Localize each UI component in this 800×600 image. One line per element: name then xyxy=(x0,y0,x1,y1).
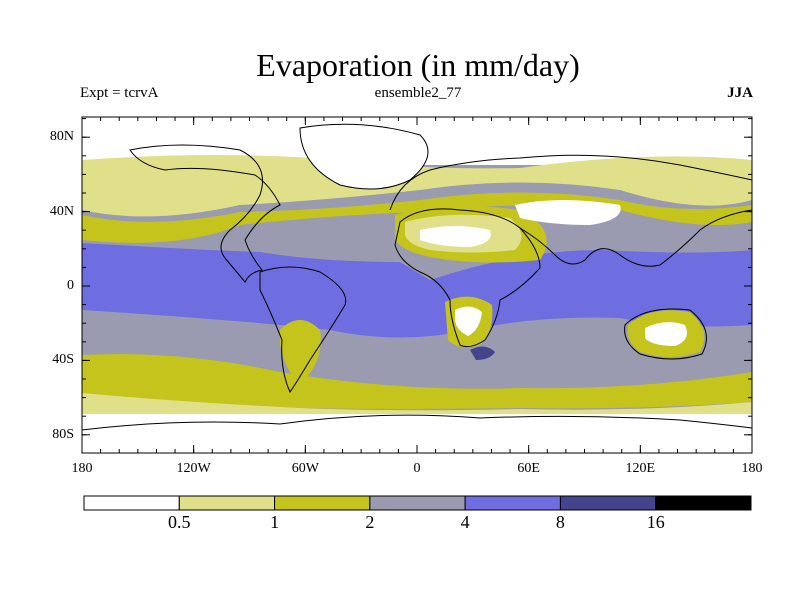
y-tick-label: 40S xyxy=(52,352,74,368)
colorbar-level-label: 2 xyxy=(365,512,375,532)
field-tropical-blue-band xyxy=(82,243,752,338)
ensemble-label: ensemble2_77 xyxy=(374,85,462,101)
y-tick-label: 40N xyxy=(49,203,74,219)
y-tick-label: 80S xyxy=(52,426,74,442)
colorbar-level-label: 0.5 xyxy=(168,512,191,532)
x-tick-label: 0 xyxy=(413,461,421,476)
colorbar-level-label: 1 xyxy=(270,512,280,532)
field-greenland-white xyxy=(300,124,428,189)
colorbar-swatch xyxy=(369,495,466,511)
coast-europe-asia xyxy=(389,154,753,267)
colorbar-swatch xyxy=(274,495,371,511)
y-tick-label: 0 xyxy=(67,278,74,293)
x-tick-label: 60E xyxy=(517,461,540,476)
x-tick-label: 120W xyxy=(176,461,211,476)
x-tick-label: 180 xyxy=(71,461,93,476)
chart-title: Evaporation (in mm/day) xyxy=(256,47,580,83)
axis-ticks xyxy=(81,117,753,453)
x-tick-label: 60W xyxy=(291,461,319,476)
x-tick-label: 120E xyxy=(625,461,656,476)
coast-north-america xyxy=(129,144,281,283)
field-australia-white xyxy=(645,322,688,346)
season-label: JJA xyxy=(727,85,753,101)
field-sahara-white xyxy=(420,226,491,247)
field-south-olive-band xyxy=(82,354,752,409)
colorbar-level-label: 4 xyxy=(460,512,470,532)
colorbar-level-label: 16 xyxy=(646,512,665,532)
field-southern-africa-white xyxy=(455,306,482,336)
field-south-america-olive xyxy=(280,320,321,385)
field-central-asia-white xyxy=(515,200,621,225)
field-dark-blue-patch xyxy=(470,346,495,360)
colorbar-swatch xyxy=(178,495,276,511)
colorbar-swatch xyxy=(83,495,180,511)
y-tick-label: 80N xyxy=(49,129,74,145)
colorbar-swatch xyxy=(464,495,561,511)
coastlines xyxy=(81,123,753,431)
experiment-label: Expt = tcrvA xyxy=(80,85,159,101)
colorbar xyxy=(83,495,752,511)
colorbar-swatch xyxy=(655,495,752,511)
evaporation-field xyxy=(82,117,752,453)
colorbar-swatch xyxy=(559,495,657,511)
field-north-yellow-band xyxy=(82,155,752,217)
coast-antarctica xyxy=(81,414,753,431)
coast-south-america xyxy=(259,266,347,393)
coast-australia xyxy=(624,308,707,360)
x-tick-label: 180 xyxy=(741,461,763,476)
coast-africa xyxy=(394,208,541,348)
colorbar-level-label: 8 xyxy=(555,512,565,532)
